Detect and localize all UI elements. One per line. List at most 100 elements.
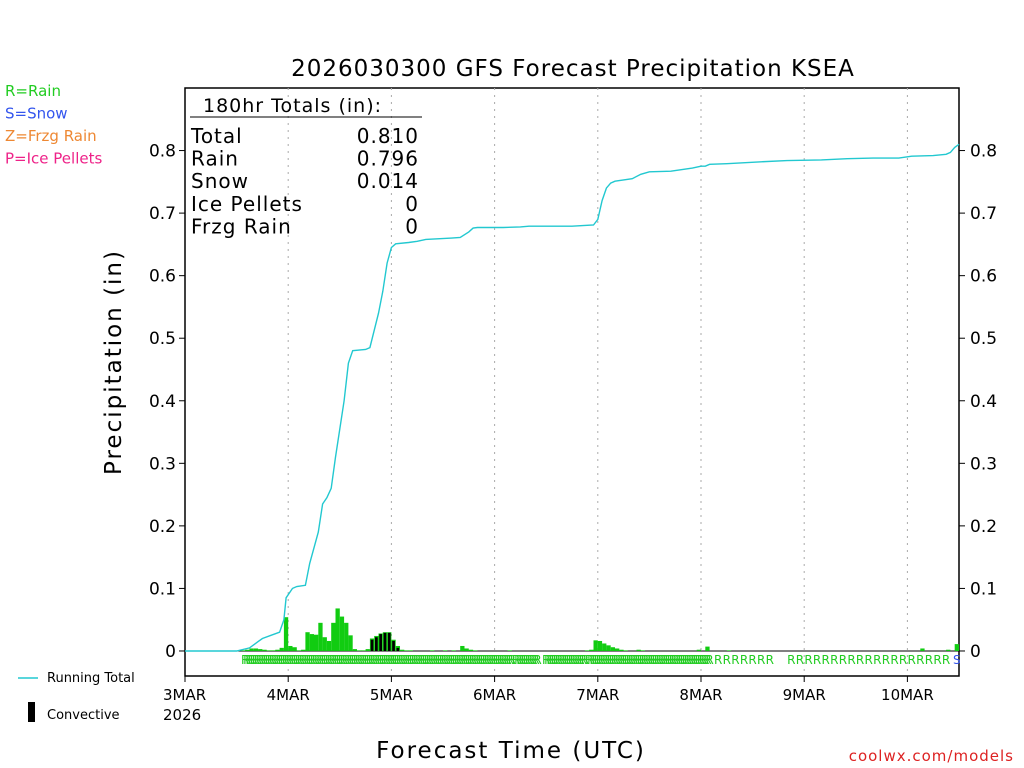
rain-mark: R [607, 653, 615, 667]
rain-mark: R [310, 653, 318, 667]
totals-label: Ice Pellets [191, 192, 303, 216]
rain-mark: R [353, 653, 361, 667]
rain-mark: R [398, 653, 406, 667]
precip-bar [253, 648, 259, 651]
y-tick-label-right: 0.6 [970, 267, 997, 287]
rain-mark: R [441, 653, 449, 667]
rain-mark: R [589, 653, 597, 667]
precip-bar [322, 637, 327, 651]
convective-legend-label: Convective [47, 708, 120, 723]
rain-mark: R [376, 653, 384, 667]
y-tick-label-right: 0.7 [970, 204, 997, 224]
totals-label: Frzg Rain [191, 214, 292, 238]
rain-mark: R [654, 653, 662, 667]
rain-mark: R [368, 653, 376, 667]
rain-mark: R [411, 653, 419, 667]
rain-mark: R [813, 653, 821, 667]
precip-bar [266, 650, 271, 651]
rain-mark: R [297, 653, 305, 667]
x-axis: 3MAR 2026 4MAR 5MAR 6MAR 7MAR 8MAR 9MAR 10MAR [163, 676, 934, 724]
rain-mark: R [293, 653, 301, 667]
rain-mark: R [265, 653, 273, 667]
convective-legend-swatch [28, 702, 35, 722]
rain-mark: R [409, 653, 417, 667]
rain-mark: R [615, 653, 623, 667]
rain-mark: R [650, 653, 658, 667]
rain-mark: R [533, 653, 541, 667]
precip-bar [606, 645, 611, 651]
totals-label: Snow [191, 169, 249, 193]
totals-header: 180hr Totals (in): [203, 95, 382, 117]
rain-mark: R [488, 653, 496, 667]
rain-mark: R [669, 653, 677, 667]
precip-bar [361, 650, 366, 651]
rain-mark: R [622, 653, 630, 667]
rain-mark: R [383, 653, 391, 667]
rain-mark: R [699, 653, 707, 667]
rain-mark: R [512, 653, 520, 667]
convective-bar [392, 640, 395, 651]
x-tick-label: 6MAR [473, 686, 516, 704]
rain-mark: R [673, 653, 681, 667]
rain-mark: R [245, 653, 253, 667]
rain-mark: R [619, 653, 627, 667]
rain-mark: R [458, 653, 466, 667]
rain-mark: R [925, 653, 933, 667]
rain-mark: R [419, 653, 427, 667]
rain-mark: R [637, 653, 645, 667]
rain-mark: R [471, 653, 479, 667]
precip-bar [258, 649, 263, 651]
rain-mark: R [381, 653, 389, 667]
rain-mark: R [559, 653, 567, 667]
rain-mark: R [630, 653, 638, 667]
totals-value: 0.810 [357, 124, 419, 148]
rain-mark: R [486, 653, 494, 667]
rain-mark: R [303, 653, 311, 667]
rain-mark: R [579, 653, 587, 667]
rain-mark: R [624, 653, 632, 667]
rain-mark: R [318, 653, 326, 667]
rain-mark: R [387, 653, 395, 667]
x-tick-label: 8MAR [679, 686, 722, 704]
rain-mark: R [495, 653, 503, 667]
rain-mark: R [243, 653, 251, 667]
rain-mark: R [701, 653, 709, 667]
rain-mark: R [475, 653, 483, 667]
y-tick-label-left: 0.3 [149, 454, 176, 474]
rain-mark: R [435, 653, 443, 667]
rain-mark: R [284, 653, 292, 667]
precip-bar [335, 608, 340, 651]
rain-mark: R [527, 653, 535, 667]
rain-mark: R [372, 653, 380, 667]
rain-mark: R [598, 653, 606, 667]
precip-bar [357, 650, 362, 651]
precip-bar [305, 632, 310, 651]
credit-link[interactable]: coolwx.com/models [849, 747, 1014, 765]
chart-title: 2026030300 GFS Forecast Precipitation KS… [291, 56, 855, 82]
y-tick-label-left: 0.5 [149, 329, 176, 349]
rain-mark: R [308, 653, 316, 667]
rain-mark: R [591, 653, 599, 667]
y-tick-label-right: 0 [970, 642, 981, 662]
rain-mark: R [432, 653, 440, 667]
convective-bar [379, 634, 382, 651]
rain-mark: R [576, 653, 584, 667]
rain-mark: R [662, 653, 670, 667]
precip-bar [464, 648, 469, 651]
day-gridlines [287, 88, 908, 676]
rain-mark: R [392, 653, 400, 667]
precip-bar [696, 649, 701, 651]
rain-mark: R [645, 653, 653, 667]
rain-mark: R [357, 653, 365, 667]
rain-mark: R [241, 653, 249, 667]
y-axis-label: Precipitation (in) [101, 249, 127, 475]
rain-mark: R [263, 653, 271, 667]
rain-mark: R [499, 653, 507, 667]
ptype-legend: R=Rain S=Snow Z=Frzg Rain P=Ice Pellets [5, 82, 102, 168]
precip-bar [344, 622, 349, 651]
rain-mark: R [695, 653, 703, 667]
rain-mark: R [299, 653, 307, 667]
rain-mark: R [323, 653, 331, 667]
totals-label: Rain [191, 147, 239, 171]
